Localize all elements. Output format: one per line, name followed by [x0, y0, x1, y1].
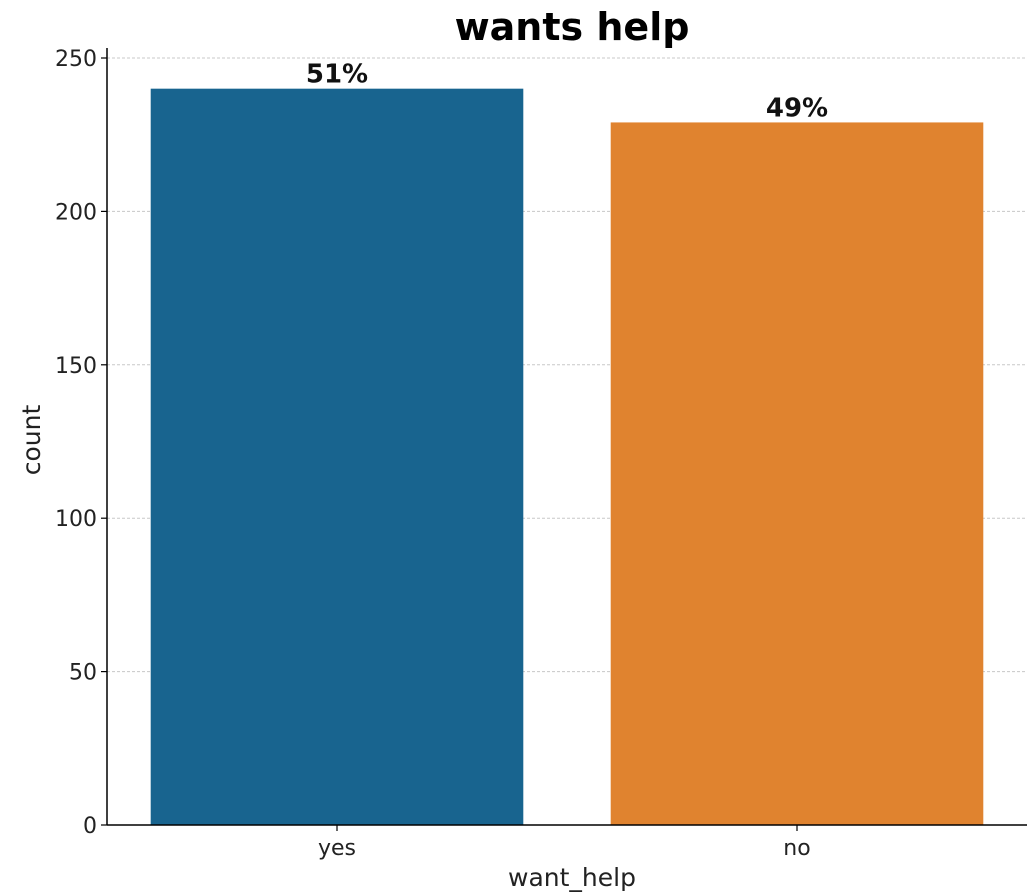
y-tick-label: 250	[55, 47, 97, 72]
x-axis-ticks: yes no	[318, 825, 811, 861]
bar-yes	[150, 88, 524, 826]
data-labels: 51% 49%	[306, 60, 828, 124]
x-axis-label: want_help	[508, 863, 636, 892]
y-tick-label: 0	[83, 814, 97, 839]
y-axis-label: count	[17, 405, 46, 476]
y-tick-label: 100	[55, 507, 97, 532]
data-label-no: 49%	[766, 93, 828, 123]
y-tick-label: 50	[69, 661, 97, 686]
bar-no	[610, 122, 984, 826]
x-tick-label: yes	[318, 836, 356, 861]
x-tick-label: no	[783, 836, 810, 861]
y-tick-label: 150	[55, 354, 97, 379]
data-label-yes: 51%	[306, 60, 368, 90]
y-tick-label: 200	[55, 200, 97, 225]
y-axis-ticks: 0 50 100 150 200 250	[55, 47, 107, 839]
bars	[150, 88, 984, 826]
chart-title: wants help	[455, 5, 690, 49]
